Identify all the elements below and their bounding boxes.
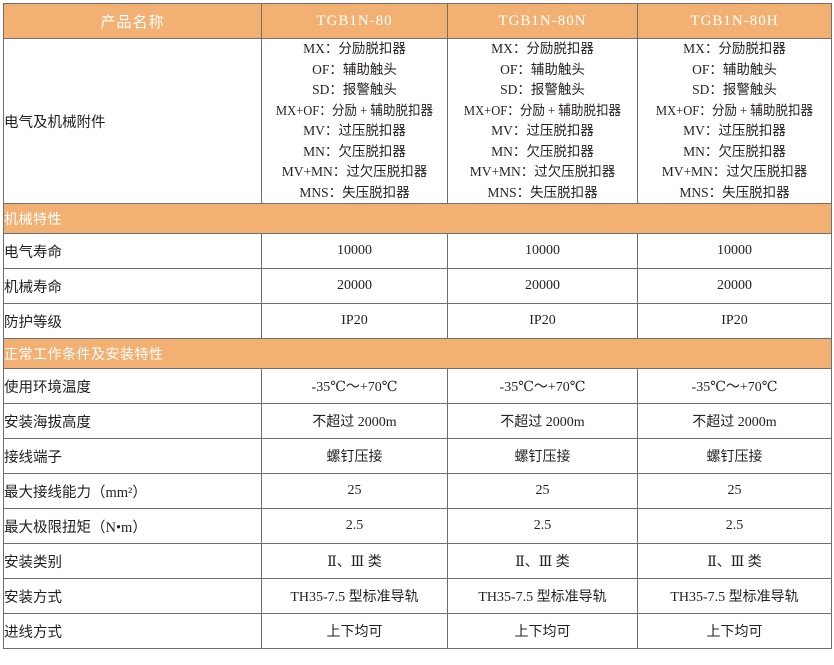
row-value: 20000 (447, 268, 638, 305)
row-value: 螺钉压接 (637, 438, 832, 475)
table-row: 进线方式 上下均可 上下均可 上下均可 (3, 613, 832, 650)
header-cell-model-1: TGB1N-80 (261, 3, 448, 39)
table-row: 接线端子 螺钉压接 螺钉压接 螺钉压接 (3, 438, 832, 475)
table-row: 使用环境温度 -35℃～+70℃ -35℃～+70℃ -35℃～+70℃ (3, 368, 832, 405)
table-row: 最大接线能力（mm²） 25 25 25 (3, 473, 832, 510)
row-value: 2.5 (447, 508, 638, 545)
accessory-line: OF：辅助触头 (692, 61, 777, 77)
section-band-label: 机械特性 (3, 203, 832, 235)
table-row: 安装类别 Ⅱ、Ⅲ 类 Ⅱ、Ⅲ 类 Ⅱ、Ⅲ 类 (3, 543, 832, 580)
row-value: 25 (637, 473, 832, 510)
accessory-line: MN：欠压脱扣器 (683, 143, 786, 159)
accessories-cell-model-1: MX：分励脱扣器 OF：辅助触头 SD：报警触头 MX+OF：分励 + 辅助脱扣… (261, 37, 448, 205)
accessory-line: MX：分励脱扣器 (683, 41, 786, 56)
accessory-line: MV+MN：过欠压脱扣器 (281, 164, 428, 180)
row-label: 电气寿命 (3, 233, 262, 270)
row-value: 10000 (447, 233, 638, 270)
accessory-line: MV：过压脱扣器 (491, 123, 594, 139)
row-label: 安装方式 (3, 578, 262, 615)
row-label-accessories: 电气及机械附件 (3, 37, 262, 205)
table-row: 防护等级 IP20 IP20 IP20 (3, 303, 832, 340)
table-row: 安装方式 TH35-7.5 型标准导轨 TH35-7.5 型标准导轨 TH35-… (3, 578, 832, 615)
accessory-line: OF：辅助触头 (500, 61, 585, 77)
accessory-line: MX：分励脱扣器 (491, 41, 594, 56)
row-value: 10000 (261, 233, 448, 270)
table-row-accessories: 电气及机械附件 MX：分励脱扣器 OF：辅助触头 SD：报警触头 MX+OF：分… (3, 37, 832, 205)
row-value: 不超过 2000m (447, 403, 638, 440)
row-value: 不超过 2000m (637, 403, 832, 440)
accessory-line: MNS：失压脱扣器 (487, 184, 598, 200)
accessory-line: MN：欠压脱扣器 (491, 143, 594, 159)
accessory-line: MX+OF：分励 + 辅助脱扣器 (275, 102, 434, 118)
row-value: Ⅱ、Ⅲ 类 (261, 543, 448, 580)
row-label: 安装海拔高度 (3, 403, 262, 440)
row-value: 上下均可 (261, 613, 448, 650)
section-band-operating-conditions: 正常工作条件及安装特性 (3, 338, 832, 370)
row-value: 上下均可 (637, 613, 832, 650)
row-value: 20000 (261, 268, 448, 305)
row-value: IP20 (637, 303, 832, 340)
row-value: 螺钉压接 (447, 438, 638, 475)
section-band-label: 正常工作条件及安装特性 (3, 338, 832, 370)
header-cell-product-name: 产品名称 (3, 3, 262, 39)
accessory-line: MX+OF：分励 + 辅助脱扣器 (655, 102, 814, 118)
table-body: 产品名称 TGB1N-80 TGB1N-80N TGB1N-80H 电气及机械附… (3, 3, 832, 650)
accessory-line: MV+MN：过欠压脱扣器 (661, 164, 808, 180)
accessory-line: SD：报警触头 (312, 82, 397, 98)
row-label: 接线端子 (3, 438, 262, 475)
row-value: 25 (447, 473, 638, 510)
row-value: -35℃～+70℃ (637, 368, 832, 405)
row-value: 2.5 (637, 508, 832, 545)
product-specification-table: 产品名称 TGB1N-80 TGB1N-80N TGB1N-80H 电气及机械附… (3, 3, 832, 650)
accessories-cell-model-2: MX：分励脱扣器 OF：辅助触头 SD：报警触头 MX+OF：分励 + 辅助脱扣… (447, 37, 638, 205)
row-value: TH35-7.5 型标准导轨 (447, 578, 638, 615)
row-value: -35℃～+70℃ (447, 368, 638, 405)
row-label: 机械寿命 (3, 268, 262, 305)
accessory-line: MNS：失压脱扣器 (299, 184, 410, 200)
section-band-mechanical: 机械特性 (3, 203, 832, 235)
accessory-line: MNS：失压脱扣器 (679, 184, 790, 200)
row-value: TH35-7.5 型标准导轨 (261, 578, 448, 615)
row-label: 最大接线能力（mm²） (3, 473, 262, 510)
accessories-cell-model-3: MX：分励脱扣器 OF：辅助触头 SD：报警触头 MX+OF：分励 + 辅助脱扣… (637, 37, 832, 205)
row-label: 防护等级 (3, 303, 262, 340)
row-value: Ⅱ、Ⅲ 类 (447, 543, 638, 580)
row-value: 不超过 2000m (261, 403, 448, 440)
row-value: 10000 (637, 233, 832, 270)
row-value: -35℃～+70℃ (261, 368, 448, 405)
table-row: 最大极限扭矩（N•m） 2.5 2.5 2.5 (3, 508, 832, 545)
row-value: 2.5 (261, 508, 448, 545)
table-row: 安装海拔高度 不超过 2000m 不超过 2000m 不超过 2000m (3, 403, 832, 440)
accessory-line: MN：欠压脱扣器 (303, 143, 406, 159)
row-label: 使用环境温度 (3, 368, 262, 405)
row-value: Ⅱ、Ⅲ 类 (637, 543, 832, 580)
row-label: 最大极限扭矩（N•m） (3, 508, 262, 545)
row-label: 安装类别 (3, 543, 262, 580)
accessory-line: SD：报警触头 (500, 82, 585, 98)
row-value: 20000 (637, 268, 832, 305)
accessory-line: SD：报警触头 (692, 82, 777, 98)
row-value: 螺钉压接 (261, 438, 448, 475)
row-value: 25 (261, 473, 448, 510)
accessory-line: MV：过压脱扣器 (683, 123, 786, 139)
accessory-line: MX：分励脱扣器 (303, 41, 406, 56)
accessory-line: MV：过压脱扣器 (303, 123, 406, 139)
table-header-row: 产品名称 TGB1N-80 TGB1N-80N TGB1N-80H (3, 3, 832, 39)
row-value: 上下均可 (447, 613, 638, 650)
accessory-line: MX+OF：分励 + 辅助脱扣器 (463, 102, 622, 118)
row-value: IP20 (447, 303, 638, 340)
header-cell-model-3: TGB1N-80H (637, 3, 832, 39)
accessory-line: MV+MN：过欠压脱扣器 (469, 164, 616, 180)
accessory-line: OF：辅助触头 (312, 61, 397, 77)
row-value: IP20 (261, 303, 448, 340)
table-row: 电气寿命 10000 10000 10000 (3, 233, 832, 270)
header-cell-model-2: TGB1N-80N (447, 3, 638, 39)
row-label: 进线方式 (3, 613, 262, 650)
table-row: 机械寿命 20000 20000 20000 (3, 268, 832, 305)
row-value: TH35-7.5 型标准导轨 (637, 578, 832, 615)
